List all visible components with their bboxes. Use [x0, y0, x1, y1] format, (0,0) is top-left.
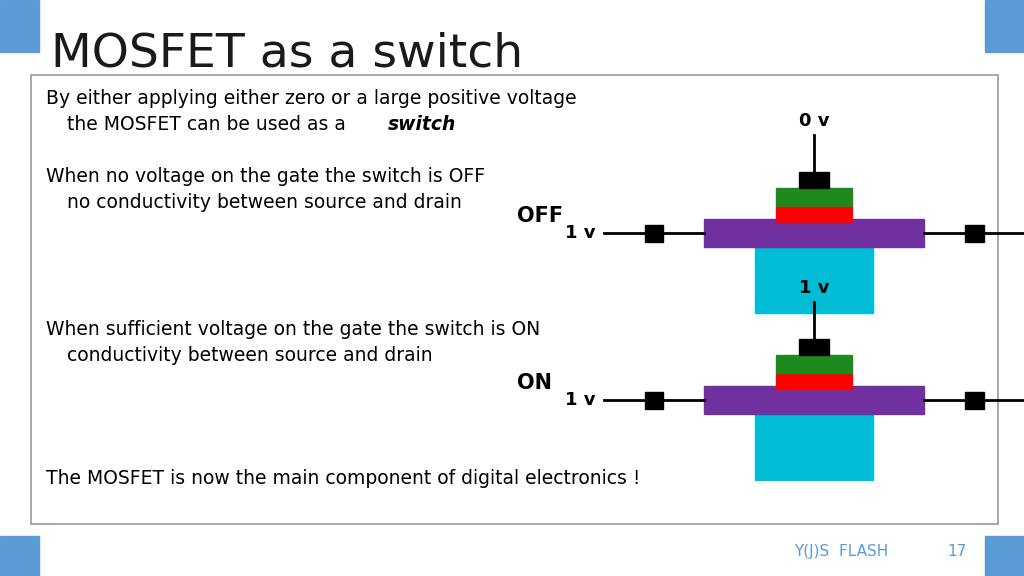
Text: ON: ON	[516, 373, 552, 393]
Bar	[0, 536, 39, 576]
Text: Y(J)S  FLASH: Y(J)S FLASH	[794, 544, 888, 559]
Bar	[756, 414, 872, 480]
Text: MOSFET as a switch: MOSFET as a switch	[51, 32, 523, 77]
Text: 1 v: 1 v	[565, 224, 595, 242]
Bar	[966, 225, 984, 242]
Text: When sufficient voltage on the gate the switch is ON: When sufficient voltage on the gate the …	[46, 320, 541, 339]
Text: conductivity between source and drain: conductivity between source and drain	[67, 346, 432, 365]
Bar	[776, 373, 852, 389]
Bar	[645, 225, 664, 242]
Bar	[776, 206, 852, 222]
Bar	[776, 355, 852, 373]
Bar	[705, 386, 925, 414]
Text: switch: switch	[387, 115, 456, 134]
Bar	[645, 392, 664, 409]
Bar	[0, 0, 39, 52]
Text: When no voltage on the gate the switch is OFF: When no voltage on the gate the switch i…	[46, 167, 485, 186]
Text: OFF: OFF	[516, 206, 563, 226]
Text: By either applying either zero or a large positive voltage: By either applying either zero or a larg…	[46, 89, 577, 108]
Bar	[799, 339, 829, 355]
Text: the MOSFET can be used as a: the MOSFET can be used as a	[67, 115, 351, 134]
Text: The MOSFET is now the main component of digital electronics !: The MOSFET is now the main component of …	[46, 469, 641, 488]
Bar	[966, 392, 984, 409]
Bar	[705, 219, 925, 247]
Bar	[799, 172, 829, 188]
Bar	[756, 247, 872, 313]
Text: no conductivity between source and drain: no conductivity between source and drain	[67, 193, 462, 212]
Text: 1 v: 1 v	[565, 391, 595, 410]
Bar	[776, 188, 852, 206]
Text: 0 v: 0 v	[799, 112, 829, 130]
Text: 17: 17	[947, 544, 967, 559]
Bar	[985, 536, 1024, 576]
Text: 1 v: 1 v	[799, 279, 829, 297]
Bar	[985, 0, 1024, 52]
FancyBboxPatch shape	[31, 75, 998, 524]
